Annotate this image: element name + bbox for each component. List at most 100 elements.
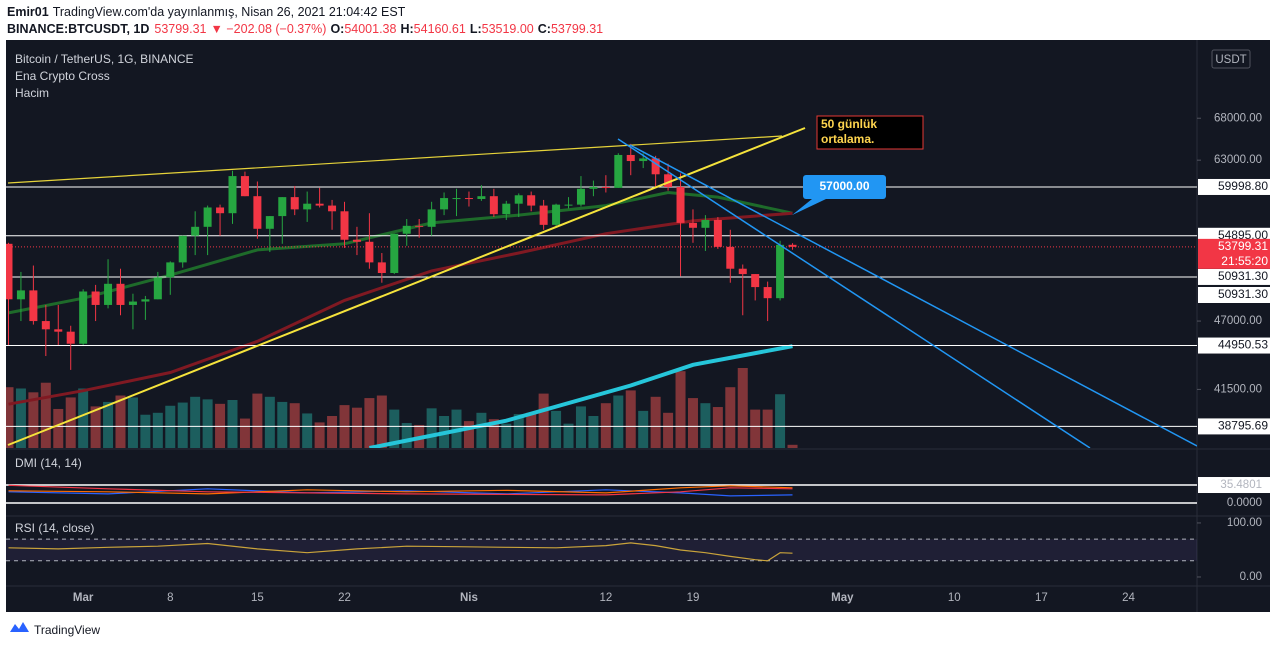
level-label: 50931.30 (1218, 269, 1268, 283)
volume-bar (28, 392, 39, 448)
volume-bar (700, 403, 711, 448)
volume-bar (426, 408, 437, 448)
volume-bar (351, 407, 362, 448)
volume-bar (140, 414, 151, 448)
volume-bar (6, 387, 14, 448)
level-tag (1198, 337, 1270, 354)
callout-label: 57000.00 (819, 179, 869, 193)
volume-bar (15, 388, 26, 448)
candle-body (328, 205, 337, 212)
candle-body (440, 198, 449, 210)
level-tag (1198, 268, 1270, 285)
ohlc-label: C: (538, 22, 551, 36)
currency: USDT (1215, 54, 1246, 66)
x-tick-label: 19 (687, 592, 700, 604)
candle-body (402, 225, 411, 234)
candle-body (514, 195, 523, 204)
brand: TradingView (34, 623, 100, 637)
volume-bar (103, 401, 114, 448)
indicator-line (8, 488, 793, 497)
x-tick-label: Mar (73, 592, 94, 604)
ohlc-label: O: (330, 22, 344, 36)
candle-body (66, 331, 75, 344)
moving-average (369, 344, 793, 448)
volume-bar (177, 402, 188, 448)
volume-bar (575, 406, 586, 448)
candle-body (477, 196, 486, 199)
candle-body (228, 176, 237, 214)
candle-body (340, 211, 349, 240)
candle-body (688, 222, 697, 228)
candle-body (116, 283, 125, 305)
candle-body (639, 158, 648, 162)
header-line-2: BINANCE:BTCUSDT, 1D 53799.31 ▼ −202.08 (−0… (7, 22, 603, 36)
ohlc-label: L: (470, 22, 482, 36)
candle-body (290, 197, 299, 210)
volume-bar (600, 403, 611, 448)
volume-bar (127, 397, 138, 448)
candle-body (54, 329, 63, 332)
volume-bar (53, 408, 64, 448)
x-tick-label: 22 (338, 592, 351, 604)
ohlc-value: 54160.61 (414, 22, 466, 36)
x-tick-label: 12 (599, 592, 612, 604)
drawings (7, 127, 1197, 448)
pane-title: RSI (14, close) (15, 521, 94, 535)
last-price-tag (1198, 238, 1270, 269)
level-label: 38795.69 (1218, 419, 1268, 433)
candle-body (464, 198, 473, 200)
volume-bar (613, 395, 624, 448)
y-tick-label: 0.00 (1240, 571, 1262, 583)
rsi-band (6, 539, 1197, 561)
indicator-line (8, 542, 793, 562)
pane-title: DMI (14, 14) (15, 456, 82, 470)
volume-bar (650, 396, 661, 448)
candle-body (576, 188, 585, 205)
moving-average (8, 211, 793, 406)
candle-body (104, 283, 113, 305)
candle-body (216, 207, 225, 214)
y-tick-label: 68000.00 (1214, 112, 1262, 124)
volume-bar (787, 444, 798, 448)
currency-box (1211, 49, 1251, 69)
volume-bar (737, 368, 748, 448)
candle-body (153, 277, 162, 300)
candle-body (527, 195, 536, 206)
annotation-box (816, 115, 924, 150)
y-tick-label: 47000.00 (1214, 315, 1262, 327)
volume-bar (152, 412, 163, 448)
volume-bar (389, 409, 400, 448)
y-tick-label: 35.4801 (1220, 479, 1262, 491)
candle-body (776, 244, 785, 299)
candle-body (29, 290, 38, 322)
level-label: 59998.80 (1218, 179, 1268, 193)
volume-bar (327, 416, 338, 448)
volume-bar (302, 413, 313, 448)
ohlc-value: 53519.00 (482, 22, 534, 36)
candle-body (240, 176, 249, 197)
candle-body (191, 226, 200, 236)
indicator-name: Hacim (15, 86, 49, 100)
volume-bar (252, 393, 263, 448)
candle-body (303, 203, 312, 210)
volume-bar (588, 416, 599, 448)
y-tick-label: 0.0000 (1227, 497, 1262, 509)
countdown: 21:55:20 (1221, 254, 1268, 268)
candle-body (614, 154, 623, 188)
candle-body (253, 196, 262, 229)
candle-body (6, 243, 13, 300)
ohlc-value: 53799.31 (551, 22, 603, 36)
author: Emir01 (7, 5, 49, 19)
volume-bar (526, 412, 537, 448)
candle-body (365, 241, 374, 263)
volume-bar (289, 403, 300, 448)
level-label: 54895.00 (1218, 228, 1268, 242)
volume-bar (202, 399, 213, 448)
candle-body (738, 268, 747, 275)
price-tag (1198, 287, 1270, 303)
callout-box (803, 175, 886, 199)
candle-body (763, 287, 772, 299)
candle-body (664, 174, 673, 187)
candle-body (601, 186, 610, 188)
volume-bar (750, 409, 761, 448)
